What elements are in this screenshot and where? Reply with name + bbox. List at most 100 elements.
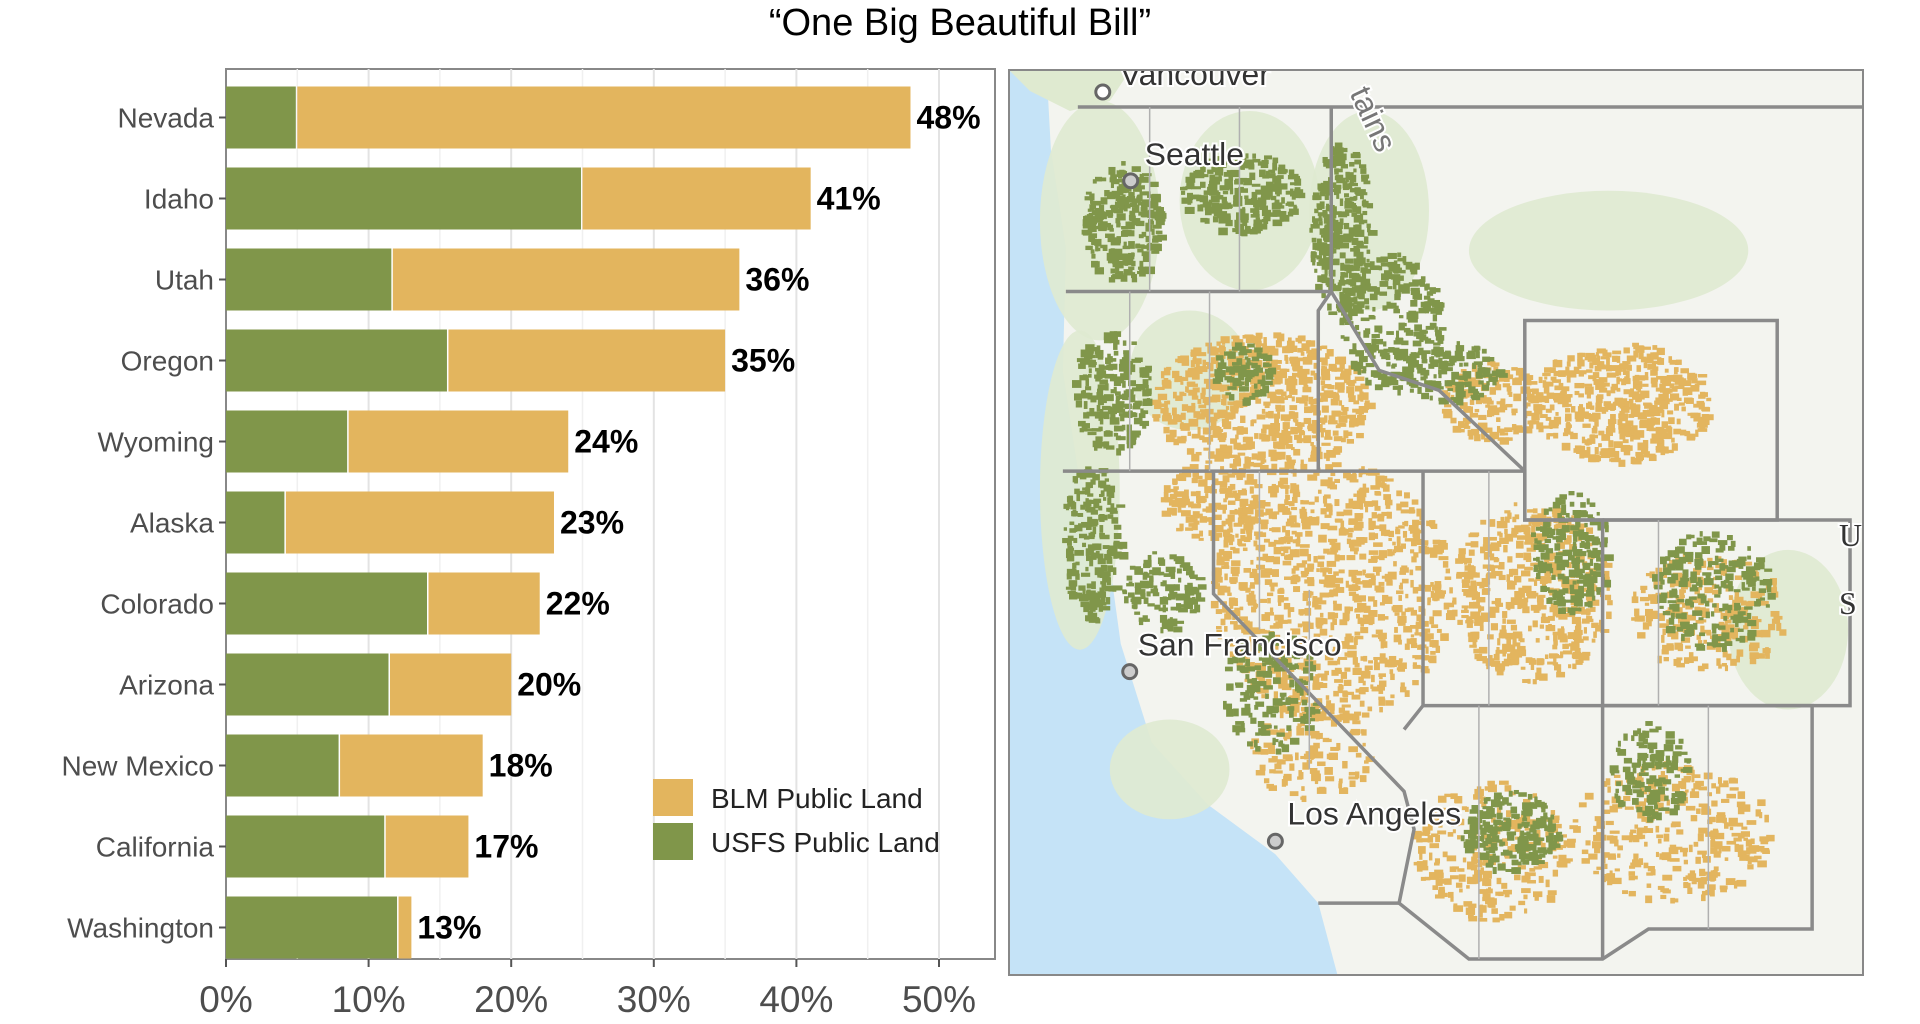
blm-land-dot [1470,572,1480,578]
usfs-land-dot [1293,206,1298,213]
blm-land-dot [1284,499,1289,504]
usfs-land-dot [1360,213,1364,221]
blm-land-dot [1348,498,1354,505]
usfs-land-dot [1395,279,1401,286]
blm-land-dot [1296,563,1306,568]
blm-land-dot [1462,857,1467,863]
blm-land-dot [1482,878,1490,886]
y-tick-label: California [96,832,215,863]
blm-land-dot [1333,603,1342,611]
usfs-land-dot [1321,290,1326,298]
blm-land-dot [1316,568,1320,573]
blm-land-dot [1346,555,1356,561]
blm-land-dot [1349,730,1360,736]
blm-land-dot [1352,657,1358,665]
blm-land-dot [1676,662,1685,668]
blm-land-dot [1532,620,1538,628]
blm-land-dot [1325,390,1334,397]
blm-land-dot [1755,809,1761,817]
usfs-land-dot [1076,358,1087,363]
blm-land-dot [1303,435,1312,444]
blm-land-dot [1356,496,1366,503]
blm-land-dot [1180,381,1184,385]
usfs-land-dot [1124,258,1134,265]
blm-land-dot [1440,633,1449,641]
blm-land-dot [1470,580,1477,587]
blm-land-dot [1630,435,1634,442]
blm-land-dot [1264,523,1268,530]
usfs-land-dot [1090,223,1096,229]
blm-land-dot [1324,767,1333,775]
blm-land-dot [1334,554,1340,562]
blm-land-dot [1458,421,1465,429]
blm-land-dot [1522,585,1532,594]
blm-land-dot [1488,655,1493,662]
blm-land-dot [1186,448,1195,455]
blm-land-dot [1266,592,1274,597]
usfs-land-dot [1376,257,1384,262]
blm-land-dot [1769,578,1777,585]
usfs-land-dot [1108,363,1118,370]
blm-land-dot [1461,581,1470,588]
usfs-land-dot [1310,252,1317,258]
bar-usfs [226,248,392,311]
blm-land-dot [1240,535,1246,542]
blm-land-dot [1684,387,1693,396]
usfs-land-dot [1103,332,1112,341]
blm-land-dot [1776,622,1782,631]
blm-land-dot [1175,395,1183,401]
blm-land-dot [1724,857,1729,861]
blm-land-dot [1230,621,1238,625]
blm-land-dot [1384,499,1393,506]
usfs-land-dot [1352,343,1357,352]
blm-land-dot [1209,367,1214,372]
blm-land-dot [1504,528,1508,534]
blm-land-dot [1675,846,1683,850]
blm-land-dot [1522,606,1530,614]
usfs-land-dot [1118,413,1128,417]
blm-land-dot [1497,663,1504,668]
blm-land-dot [1450,793,1458,800]
blm-land-dot [1243,436,1253,442]
map-ocean [1010,71,1338,974]
blm-land-dot [1695,780,1704,786]
usfs-land-dot [1340,335,1345,339]
usfs-land-dot [1141,199,1150,203]
blm-land-dot [1609,830,1620,834]
blm-land-dot [1310,730,1320,739]
blm-land-dot [1553,399,1560,403]
blm-land-dot [1491,908,1498,914]
usfs-land-dot [1309,227,1313,233]
blm-land-dot [1390,673,1395,681]
usfs-land-dot [1294,175,1301,182]
blm-land-dot [1468,864,1478,870]
blm-land-dot [1234,624,1244,630]
usfs-land-dot [1387,261,1395,268]
blm-land-dot [1386,580,1393,586]
blm-land-dot [1378,680,1387,687]
usfs-land-dot [1208,206,1218,214]
blm-land-dot [1224,573,1228,581]
blm-land-dot [1588,454,1596,463]
blm-land-dot [1345,503,1353,509]
blm-land-dot [1394,612,1400,616]
blm-land-dot [1485,404,1490,408]
usfs-land-dot [1144,257,1149,262]
blm-land-dot [1176,474,1183,480]
blm-land-dot [1706,397,1712,402]
usfs-land-dot [1350,360,1358,366]
usfs-land-dot [1200,181,1206,188]
usfs-land-dot [1139,260,1144,268]
blm-land-dot [1536,422,1544,430]
blm-land-dot [1283,602,1291,610]
blm-land-dot [1474,434,1481,442]
blm-land-dot [1706,631,1712,636]
blm-land-dot [1302,762,1310,770]
blm-land-dot [1504,632,1514,638]
blm-land-dot [1488,405,1498,411]
blm-land-dot [1217,481,1228,485]
blm-land-dot [1271,435,1277,442]
blm-land-dot [1573,629,1583,636]
blm-land-dot [1380,529,1390,536]
blm-land-dot [1512,516,1517,523]
